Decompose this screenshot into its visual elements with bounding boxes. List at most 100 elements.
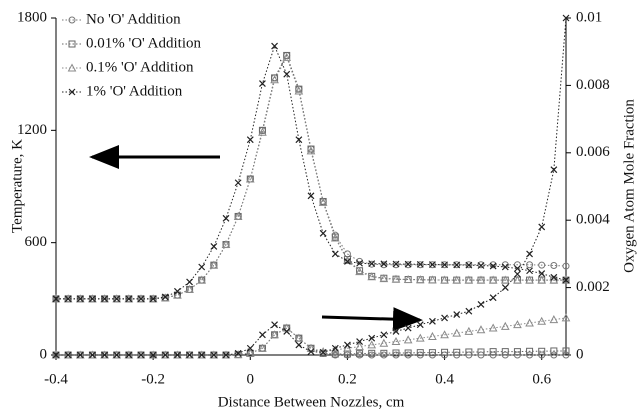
marker [526, 351, 534, 359]
marker [198, 351, 206, 359]
marker [537, 275, 547, 284]
marker [562, 14, 570, 22]
marker [465, 261, 473, 269]
marker [441, 314, 448, 322]
marker-stroke [477, 262, 485, 269]
marker [209, 260, 219, 269]
marker [307, 192, 315, 200]
marker [51, 294, 61, 303]
marker-stroke [550, 166, 558, 174]
marker [404, 260, 412, 268]
y-tick-label: 1200 [17, 122, 47, 138]
marker [295, 136, 303, 144]
marker [160, 350, 170, 359]
marker [500, 321, 510, 330]
marker [501, 263, 509, 271]
marker-stroke [331, 344, 339, 352]
marker [307, 145, 315, 153]
marker-stroke [441, 261, 448, 269]
marker [246, 344, 254, 352]
marker [356, 259, 363, 267]
marker [318, 197, 328, 206]
marker-stroke [441, 314, 448, 322]
marker [343, 343, 352, 352]
marker [68, 16, 76, 24]
marker-stroke [501, 284, 509, 292]
marker [306, 146, 316, 155]
marker [76, 295, 84, 303]
marker [68, 88, 76, 96]
marker [173, 290, 182, 299]
marker [52, 295, 60, 303]
marker [550, 262, 558, 270]
marker [245, 348, 255, 357]
marker [500, 275, 510, 284]
marker [113, 351, 121, 359]
marker [282, 52, 292, 61]
marker-stroke [392, 327, 400, 335]
marker-stroke [76, 351, 84, 359]
marker-stroke [198, 351, 206, 359]
marker [538, 223, 546, 231]
marker [258, 343, 267, 352]
marker [403, 274, 413, 284]
marker [391, 336, 401, 346]
marker [258, 127, 267, 136]
marker [149, 351, 157, 359]
marker [415, 275, 425, 284]
marker-stroke [368, 334, 376, 342]
x-tick-label: 0.6 [532, 371, 551, 387]
marker-stroke [198, 263, 206, 271]
legend-label: No 'O' Addition [86, 11, 181, 27]
marker [101, 351, 108, 359]
marker [550, 166, 558, 174]
marker-stroke [526, 267, 533, 275]
marker [477, 348, 485, 356]
y2-axis-label: Oxygen Atom Mole Fraction [621, 99, 637, 273]
marker-stroke [101, 351, 108, 359]
marker-stroke [489, 294, 497, 302]
marker-stroke [550, 273, 558, 281]
marker [453, 311, 461, 318]
marker [221, 239, 231, 249]
marker [186, 351, 193, 359]
marker [404, 349, 412, 357]
marker [270, 75, 279, 84]
marker [489, 262, 497, 270]
marker-stroke [210, 351, 218, 359]
marker [526, 347, 534, 355]
marker-stroke [149, 295, 157, 303]
marker-stroke [465, 307, 473, 315]
marker [367, 340, 377, 349]
marker-stroke [259, 331, 266, 339]
marker [464, 275, 474, 284]
marker [67, 63, 77, 72]
y2-tick-label: 0.002 [576, 279, 610, 295]
marker [75, 350, 85, 359]
marker [549, 315, 559, 324]
marker-stroke [295, 136, 303, 144]
marker [562, 351, 570, 359]
marker-stroke [501, 263, 509, 271]
marker-stroke [295, 341, 303, 349]
y2-tick-label: 0 [576, 346, 584, 362]
marker [295, 341, 303, 349]
marker-stroke [380, 331, 388, 339]
marker-stroke [222, 351, 230, 359]
marker [259, 80, 266, 87]
marker [403, 335, 413, 344]
marker [185, 350, 194, 359]
marker-stroke [392, 260, 400, 268]
y-tick-label: 600 [25, 234, 48, 250]
x-tick-label: 0.2 [338, 371, 357, 387]
marker-stroke [307, 192, 315, 200]
marker [271, 321, 278, 329]
marker [331, 350, 339, 358]
marker [392, 327, 400, 335]
marker [294, 333, 304, 342]
marker [428, 275, 437, 284]
marker [526, 267, 533, 275]
marker [161, 351, 169, 359]
marker [379, 338, 389, 347]
marker-stroke [174, 351, 181, 359]
